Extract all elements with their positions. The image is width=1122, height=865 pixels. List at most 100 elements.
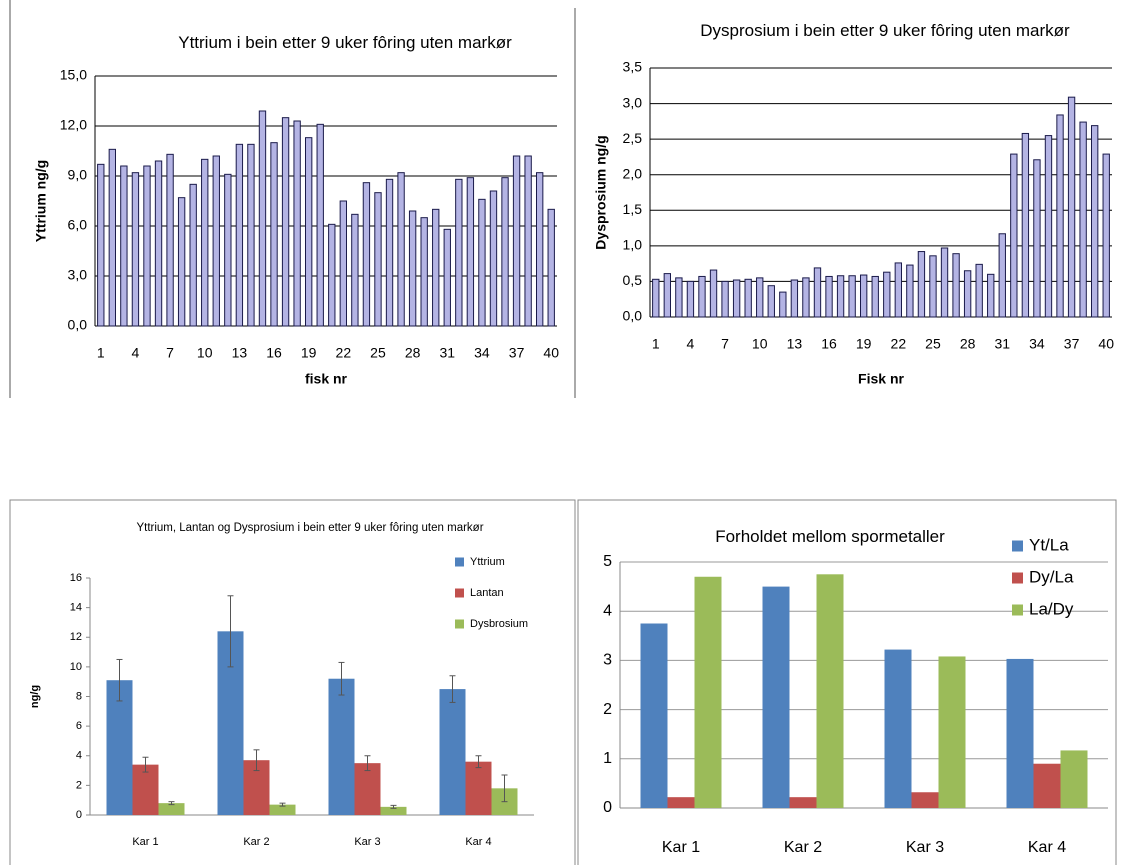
x-tick-label: 28 xyxy=(960,336,976,352)
bar xyxy=(1033,763,1061,808)
bar xyxy=(917,251,926,318)
bar xyxy=(884,649,912,808)
y-tick-label: 8 xyxy=(76,690,82,702)
x-tick-label: Kar 1 xyxy=(662,839,700,856)
bar xyxy=(547,208,555,327)
bar xyxy=(975,263,983,318)
bar xyxy=(698,275,706,318)
x-tick-label: 34 xyxy=(474,345,490,361)
legend-swatch xyxy=(1012,572,1023,584)
bar xyxy=(247,143,255,327)
bar xyxy=(120,165,128,327)
x-tick-label: 7 xyxy=(721,336,729,352)
y-tick-label: 1 xyxy=(603,750,612,767)
bar xyxy=(911,792,939,808)
bar xyxy=(108,148,117,327)
x-tick-label: 34 xyxy=(1029,336,1045,352)
error-bar xyxy=(449,675,456,703)
bar xyxy=(952,253,960,318)
bar xyxy=(397,172,405,327)
x-tick-label: 1 xyxy=(97,345,105,361)
bar xyxy=(432,208,440,327)
error-bar xyxy=(390,804,397,809)
bar xyxy=(408,210,417,327)
x-tick-label: 25 xyxy=(925,336,941,352)
y-axis-title: Dysprosium ng/g xyxy=(593,135,609,249)
bar xyxy=(177,197,186,327)
bar xyxy=(929,255,937,318)
bar xyxy=(201,158,209,327)
error-bar xyxy=(475,755,482,769)
error-bar xyxy=(227,595,234,668)
x-tick-label: Kar 2 xyxy=(784,839,822,856)
bar xyxy=(158,803,185,815)
bar xyxy=(825,275,833,318)
bar xyxy=(859,274,868,318)
bar xyxy=(524,155,532,327)
x-tick-label: Kar 4 xyxy=(1028,839,1066,856)
error-bar xyxy=(168,801,175,806)
y-tick-label: 12,0 xyxy=(60,117,87,133)
bar xyxy=(675,277,683,318)
legend-swatch xyxy=(455,619,464,629)
chart-title: Yttrium i bein etter 9 uker fôring uten … xyxy=(178,33,512,52)
bar xyxy=(374,192,382,327)
bar xyxy=(894,262,903,318)
y-tick-label: 3,0 xyxy=(68,267,88,283)
bar xyxy=(686,280,695,318)
error-bar xyxy=(116,658,123,702)
bar xyxy=(1044,135,1053,318)
x-tick-label: 31 xyxy=(994,336,1010,352)
bar xyxy=(1006,658,1034,808)
bar xyxy=(836,275,845,318)
error-bar xyxy=(142,756,149,773)
error-bar xyxy=(364,755,371,772)
bar xyxy=(779,291,787,318)
y-tick-label: 0,0 xyxy=(68,317,88,333)
y-tick-label: 14 xyxy=(70,602,82,614)
x-tick-label: 4 xyxy=(132,345,140,361)
legend-label: La/Dy xyxy=(1029,599,1074,618)
y-axis-title: ng/g xyxy=(29,685,41,708)
bar xyxy=(906,264,914,318)
bar xyxy=(1021,132,1030,318)
y-tick-label: 0 xyxy=(603,799,612,816)
error-bar xyxy=(279,802,286,807)
x-tick-label: 37 xyxy=(1064,336,1080,352)
x-tick-label: 1 xyxy=(652,336,660,352)
bar xyxy=(790,279,799,318)
y-tick-label: 3 xyxy=(603,652,612,669)
bar xyxy=(732,279,741,318)
y-tick-label: 4 xyxy=(76,750,82,762)
bar xyxy=(455,178,463,327)
x-tick-label: 13 xyxy=(787,336,803,352)
y-tick-label: 3,0 xyxy=(623,94,643,110)
bar xyxy=(489,190,498,327)
bar xyxy=(1067,96,1076,318)
y-tick-label: 2,5 xyxy=(623,130,643,146)
y-tick-label: 1,5 xyxy=(623,201,643,217)
legend-label: Yttrium xyxy=(470,556,505,568)
bar xyxy=(106,680,133,815)
x-tick-label: 10 xyxy=(197,345,213,361)
bar xyxy=(224,173,232,327)
y-tick-label: 10 xyxy=(70,661,82,673)
bar xyxy=(813,267,822,318)
bar xyxy=(816,574,844,808)
bar xyxy=(189,183,197,327)
x-tick-label: 22 xyxy=(336,345,352,361)
bar xyxy=(762,586,790,808)
x-tick-label: 4 xyxy=(687,336,695,352)
legend-swatch xyxy=(455,588,464,598)
bar xyxy=(420,217,428,327)
legend-label: Lantan xyxy=(470,587,504,599)
bar xyxy=(328,223,336,327)
x-tick-label: 19 xyxy=(301,345,317,361)
bar xyxy=(362,182,371,327)
y-tick-label: 9,0 xyxy=(68,167,88,183)
bar xyxy=(166,153,174,327)
bar xyxy=(466,177,475,327)
legend-swatch xyxy=(455,557,464,567)
bar xyxy=(316,123,324,327)
bar xyxy=(1033,159,1041,318)
